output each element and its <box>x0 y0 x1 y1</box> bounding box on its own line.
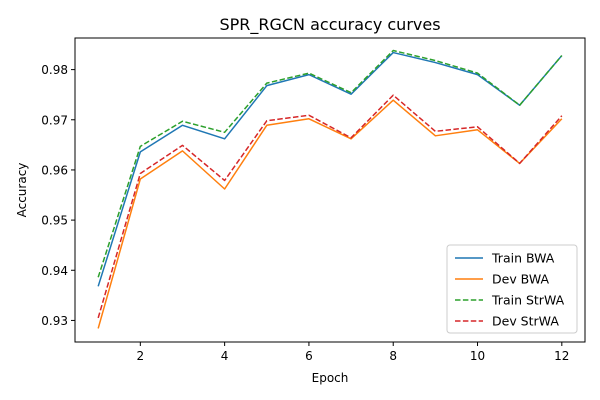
plot-area <box>74 37 586 343</box>
legend-label: Train StrWA <box>491 293 565 308</box>
y-axis-label: Accuracy <box>15 163 29 218</box>
series-line-dev-strwa <box>97 94 563 319</box>
x-tick-label: 2 <box>137 349 145 363</box>
y-tick-label: 0.93 <box>41 314 68 328</box>
x-axis-label: Epoch <box>312 371 349 385</box>
legend-label: Dev BWA <box>492 272 549 287</box>
legend-label: Train BWA <box>491 251 555 266</box>
y-tick-label: 0.96 <box>41 163 68 177</box>
y-tick-label: 0.95 <box>41 214 68 228</box>
plot-frame <box>74 37 586 343</box>
legend-box <box>446 244 578 334</box>
series-line-dev-bwa <box>97 99 563 329</box>
x-tick-label: 8 <box>389 349 397 363</box>
series-line-train-strwa <box>97 49 563 278</box>
y-tick-label: 0.98 <box>41 63 68 77</box>
series-line-train-bwa <box>97 51 563 287</box>
x-axis: 2 4 6 8 10 12 <box>137 342 569 363</box>
x-tick-label: 12 <box>554 349 569 363</box>
legend: Train BWA Dev BWA Train StrWA Dev StrWA <box>446 244 578 334</box>
chart-title: SPR_RGCN accuracy curves <box>219 15 440 35</box>
legend-label: Dev StrWA <box>492 314 559 329</box>
x-tick-label: 6 <box>305 349 313 363</box>
x-tick-label: 4 <box>221 349 229 363</box>
x-tick-label: 10 <box>470 349 485 363</box>
y-axis: 0.93 0.94 0.95 0.96 0.97 0.98 <box>41 63 75 328</box>
y-tick-label: 0.97 <box>41 113 68 127</box>
y-tick-label: 0.94 <box>41 264 68 278</box>
series-layer <box>97 49 563 329</box>
